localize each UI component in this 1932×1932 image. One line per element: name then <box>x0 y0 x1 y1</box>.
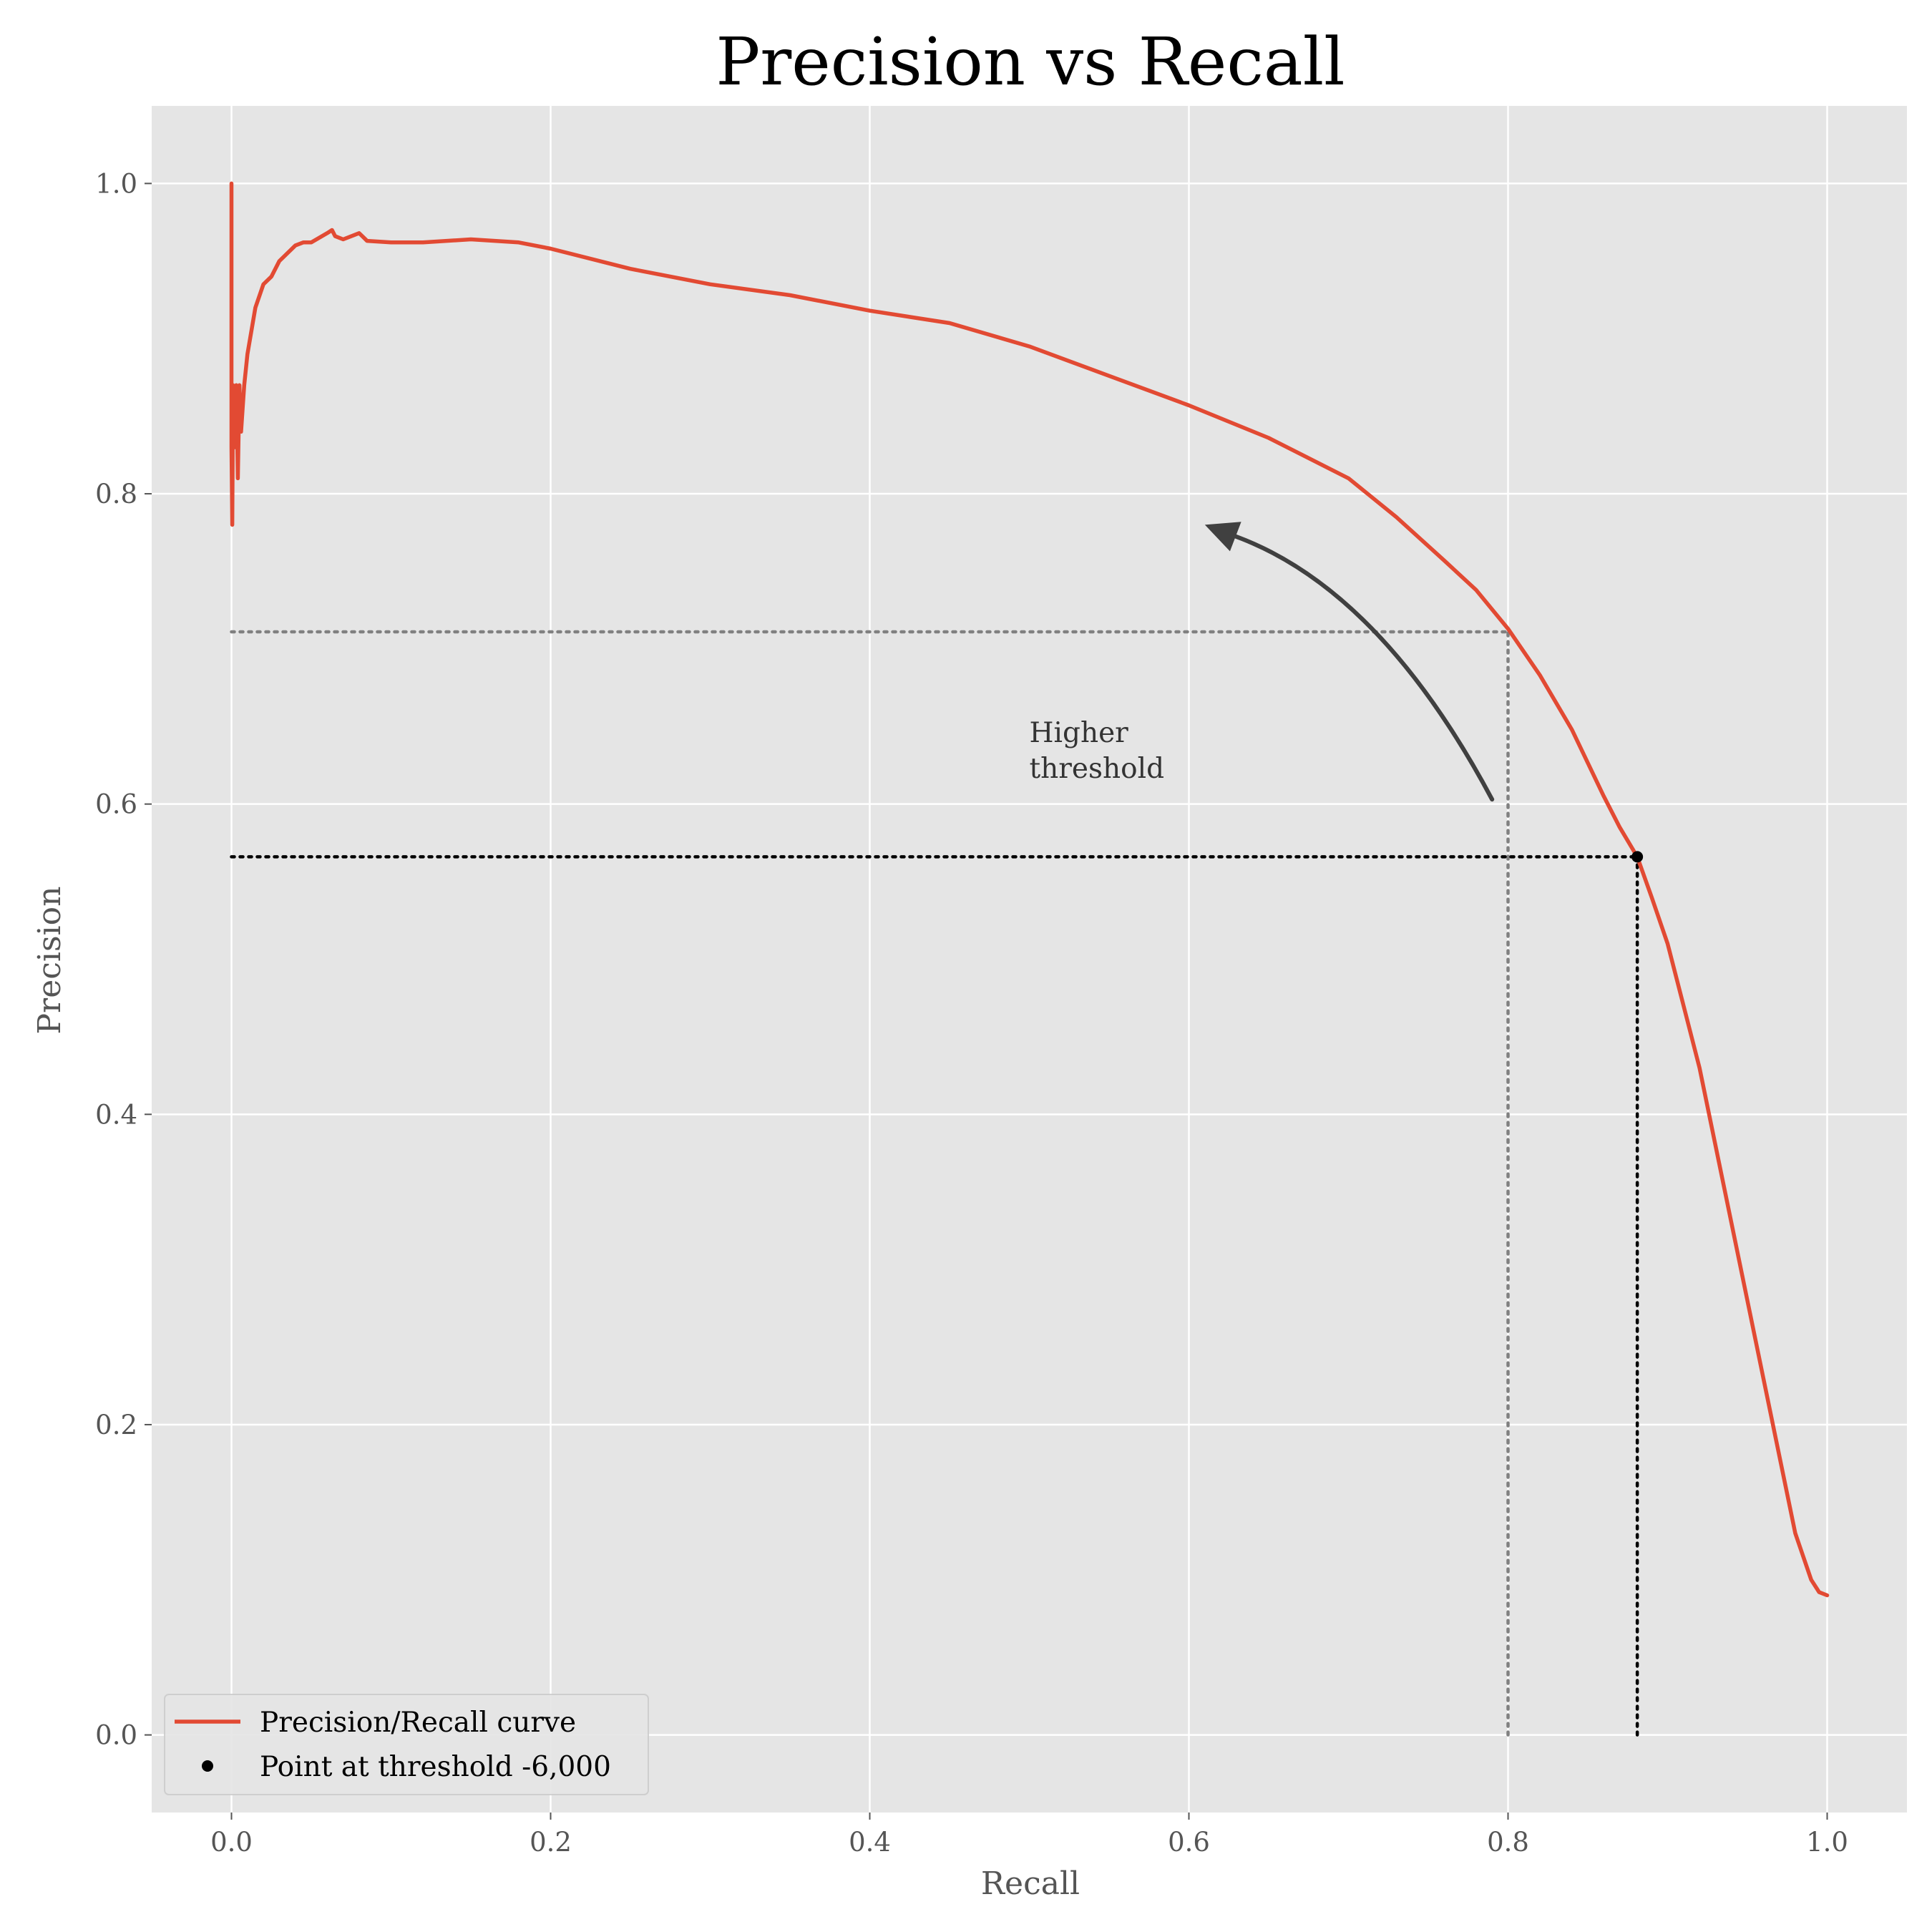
legend-curve-label: Precision/Recall curve <box>260 1707 576 1739</box>
annotation: Higher threshold <box>1030 522 1495 802</box>
y-tick-label: 1.0 <box>95 168 137 199</box>
legend-point-swatch <box>202 1760 213 1772</box>
x-tick-label: 0.4 <box>849 1827 891 1858</box>
annotation-arrowhead <box>1204 522 1241 552</box>
reference-lines <box>230 630 1639 1737</box>
y-tick-label: 0.8 <box>95 479 137 509</box>
x-tick-label: 1.0 <box>1806 1827 1848 1858</box>
annotation-arrow <box>1226 532 1495 802</box>
annotation-text-line2: threshold <box>1030 753 1165 785</box>
y-tick-label: 0.2 <box>95 1410 137 1440</box>
legend-point-label: Point at threshold -6,000 <box>260 1751 611 1783</box>
y-axis-label: Precision <box>31 887 68 1035</box>
x-tick-label: 0.6 <box>1168 1827 1210 1858</box>
x-tick-label: 0.0 <box>210 1827 253 1858</box>
y-tick-label: 0.4 <box>95 1099 137 1130</box>
annotation-text-line1: Higher <box>1030 717 1129 749</box>
x-axis-label: Recall <box>981 1865 1080 1902</box>
legend: Precision/Recall curve Point at threshold… <box>164 1694 649 1795</box>
chart-title: Precision vs Recall <box>716 24 1345 100</box>
y-tick-label: 0.6 <box>95 789 137 820</box>
plot-area <box>152 106 1907 1813</box>
threshold-point <box>1631 851 1644 863</box>
legend-box <box>164 1694 649 1795</box>
tick-labels: 0.0 0.2 0.4 0.6 0.8 1.0 0.0 0.2 0.4 0.6 0.8 1.0 <box>95 168 1848 1858</box>
x-tick-label: 0.8 <box>1487 1827 1529 1858</box>
curve-layer <box>229 181 1830 1598</box>
precision-recall-curve <box>229 181 1830 1598</box>
y-tick-label: 0.0 <box>95 1720 137 1751</box>
x-tick-label: 0.2 <box>530 1827 572 1858</box>
